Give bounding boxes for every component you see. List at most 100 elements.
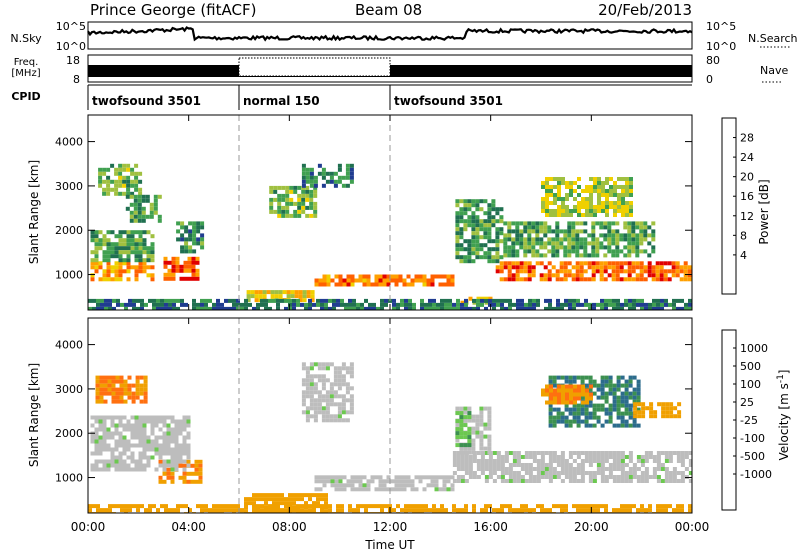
velocity-cell	[108, 504, 112, 509]
velocity-cell	[544, 475, 549, 479]
power-cell	[583, 261, 588, 266]
velocity-cell	[174, 451, 179, 456]
power-cell	[130, 250, 135, 255]
freq-right-tick-bottom: 0	[706, 73, 713, 86]
power-cell	[179, 276, 184, 281]
velocity-cell	[612, 391, 617, 396]
power-cell	[607, 245, 612, 250]
velocity-cell	[612, 463, 617, 467]
velocity-cell	[317, 366, 322, 371]
velocity-cell	[162, 471, 167, 476]
power-cell	[655, 261, 660, 266]
velocity-cell	[404, 508, 408, 513]
power-cell	[523, 261, 528, 266]
velocity-cell	[664, 455, 669, 459]
velocity-cell	[600, 379, 605, 384]
velocity-cell	[309, 378, 314, 383]
velocity-cell	[680, 455, 685, 459]
power-cell	[467, 203, 472, 208]
velocity-cell	[516, 455, 521, 459]
velocity-cell	[146, 447, 151, 452]
power-cell	[106, 265, 111, 270]
power-cell	[98, 175, 103, 180]
power-cell	[603, 269, 608, 274]
power-cell	[313, 201, 318, 206]
power-cell	[114, 254, 119, 259]
velocity-cell	[600, 395, 605, 400]
power-cell	[556, 298, 560, 303]
power-cell	[334, 274, 339, 279]
velocity-cell	[672, 451, 677, 455]
y-tick-label: 3000	[55, 180, 83, 193]
velocity-cell	[166, 447, 171, 452]
power-cell	[591, 277, 596, 282]
power-cell	[579, 221, 584, 226]
velocity-cell	[349, 370, 354, 375]
velocity-cell	[504, 459, 509, 463]
power-cell	[648, 306, 652, 310]
velocity-cell	[463, 443, 468, 448]
velocity-cell	[174, 423, 179, 428]
velocity-cell	[162, 459, 167, 464]
power-cell	[625, 205, 629, 209]
power-cell	[301, 167, 306, 172]
velocity-cell	[636, 387, 641, 392]
power-cell	[484, 298, 488, 303]
velocity-cell	[600, 479, 605, 483]
velocity-cell	[232, 504, 236, 509]
power-cell	[621, 193, 625, 197]
power-cell	[557, 181, 561, 185]
velocity-cell	[106, 463, 111, 468]
nave-label: Nave	[760, 64, 788, 77]
velocity-cell	[680, 451, 685, 455]
power-cell	[548, 298, 552, 303]
power-cell	[396, 302, 400, 307]
power-cell	[595, 221, 600, 226]
velocity-cell	[138, 435, 143, 440]
velocity-cell	[588, 379, 593, 384]
velocity-cell	[200, 504, 204, 509]
velocity-cell	[114, 463, 119, 468]
velocity-cell	[581, 392, 585, 397]
velocity-cell	[166, 427, 171, 432]
velocity-cell	[460, 463, 465, 467]
power-cell	[557, 209, 561, 213]
velocity-cell	[604, 479, 609, 483]
velocity-cell	[472, 508, 476, 513]
velocity-cell	[560, 415, 565, 420]
power-cell	[632, 306, 636, 310]
power-cell	[390, 278, 395, 283]
power-cell	[126, 277, 131, 282]
power-cell	[448, 306, 452, 310]
velocity-colorbar-label-end: ]	[777, 370, 791, 375]
power-cell	[414, 274, 419, 279]
velocity-cell	[452, 508, 456, 513]
velocity-cell	[124, 504, 128, 509]
velocity-cell	[348, 508, 352, 513]
power-cell	[583, 245, 588, 250]
velocity-cell	[636, 423, 641, 428]
velocity-cell	[152, 504, 156, 509]
power-cell	[535, 249, 540, 254]
velocity-cell	[467, 450, 472, 455]
velocity-cell	[138, 459, 143, 464]
power-colorbar-tick-label: 16	[740, 190, 754, 203]
velocity-cell	[475, 434, 480, 439]
power-cell	[187, 260, 192, 265]
velocity-cell	[95, 399, 100, 404]
power-cell	[130, 265, 135, 270]
velocity-cell	[115, 399, 120, 404]
velocity-cell	[305, 374, 310, 379]
velocity-cell	[487, 438, 492, 443]
power-cell	[442, 282, 447, 287]
velocity-cell	[592, 423, 597, 428]
power-cell	[607, 249, 612, 254]
velocity-cell	[276, 497, 280, 502]
power-cell	[404, 302, 408, 307]
power-cell	[118, 238, 123, 243]
velocity-cell	[552, 419, 557, 424]
power-cell	[313, 193, 318, 198]
power-cell	[545, 213, 549, 217]
power-cell	[549, 177, 553, 181]
velocity-cell	[475, 414, 480, 419]
